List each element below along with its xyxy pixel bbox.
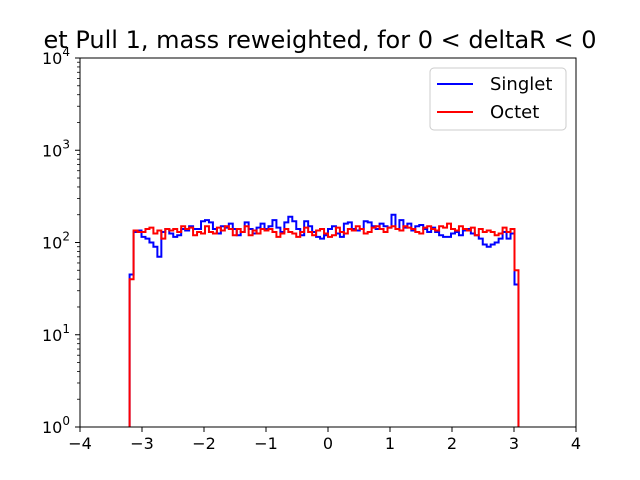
x-tick-label: 3: [509, 434, 519, 453]
legend: Singlet Octet: [429, 67, 567, 131]
legend-octet-label: Octet: [490, 102, 539, 123]
series-octet-line: [128, 222, 520, 427]
x-tick-label: 1: [385, 434, 395, 453]
y-tick-label: 100: [42, 414, 70, 437]
y-tick-label: 104: [42, 45, 70, 68]
y-tick-label: 103: [42, 137, 70, 160]
x-tick-label: −1: [254, 434, 278, 453]
x-tick-label: 0: [323, 434, 333, 453]
x-tick-label: 4: [571, 434, 581, 453]
plot-layer: [128, 213, 520, 427]
x-tick-label: 2: [447, 434, 457, 453]
legend-singlet-label: Singlet: [490, 74, 552, 95]
x-tick-label: −2: [192, 434, 216, 453]
chart-title: et Pull 1, mass reweighted, for 0 < delt…: [44, 26, 597, 54]
y-tick-label: 101: [42, 322, 70, 345]
series-singlet-line: [128, 213, 520, 427]
x-tick-label: −4: [68, 434, 92, 453]
x-tick-label: −3: [130, 434, 154, 453]
y-tick-label: 102: [42, 230, 70, 253]
